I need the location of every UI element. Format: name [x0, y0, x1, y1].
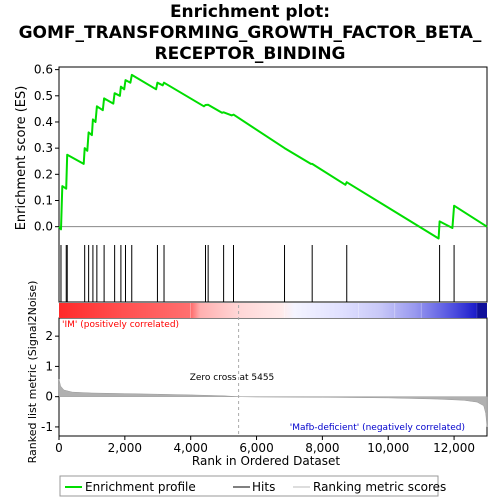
x-tick-label: 0 [55, 441, 63, 455]
es-y-tick-label: 0.3 [34, 141, 53, 155]
legend: Enrichment profile Hits Ranking metric s… [59, 475, 446, 497]
es-y-tick-label: 0.4 [34, 115, 53, 129]
metric-y-tick-label: 2 [45, 329, 53, 343]
title-line-3: RECEPTOR_BINDING [154, 44, 346, 64]
x-tick-label: 4,000 [174, 441, 208, 455]
plot-title: Enrichment plot: GOMF_TRANSFORMING_GROWT… [0, 2, 500, 65]
legend-metric-label: Ranking metric scores [313, 480, 446, 494]
x-axis-label: Rank in Ordered Dataset [192, 454, 340, 468]
positive-correlation-label: 'IM' (positively correlated) [62, 320, 179, 330]
metric-y-axis-label: Ranked list metric (Signal2Noise) [26, 281, 39, 464]
x-tick-label: 6,000 [239, 441, 273, 455]
es-y-tick-label: 0.0 [34, 220, 53, 234]
es-y-tick-label: 0.1 [34, 194, 53, 208]
legend-hits-label: Hits [252, 480, 275, 494]
zero-cross-label: Zero cross at 5455 [190, 373, 275, 383]
es-y-tick-label: 0.2 [34, 167, 53, 181]
negative-correlation-label: 'Mafb-deficient' (negatively correlated) [290, 423, 465, 433]
es-panel-frame [58, 66, 488, 303]
es-y-tick-label: 0.6 [34, 63, 53, 77]
ranking-metric-area [58, 379, 488, 427]
metric-y-tick-label: -1 [41, 420, 53, 434]
x-tick-label: 10,000 [367, 441, 409, 455]
es-y-tick-label: 0.5 [34, 89, 53, 103]
metric-y-tick-label: 0 [45, 390, 53, 404]
metric-y-tick-label: 1 [45, 359, 53, 373]
title-line-1: Enrichment plot: [169, 2, 331, 22]
legend-box [59, 475, 439, 497]
ranked-list-heatbar [59, 303, 487, 318]
es-y-axis-label: Enrichment score (ES) [14, 86, 29, 231]
x-tick-label: 12,000 [433, 441, 475, 455]
enrichment-profile-line [58, 73, 488, 240]
heatbar-end-block [477, 303, 487, 318]
x-tick-label: 8,000 [305, 441, 339, 455]
hits-group [60, 245, 455, 302]
legend-enrichment-label: Enrichment profile [85, 480, 196, 494]
title-line-2: GOMF_TRANSFORMING_GROWTH_FACTOR_BETA_ [18, 23, 482, 43]
x-tick-label: 2,000 [108, 441, 142, 455]
